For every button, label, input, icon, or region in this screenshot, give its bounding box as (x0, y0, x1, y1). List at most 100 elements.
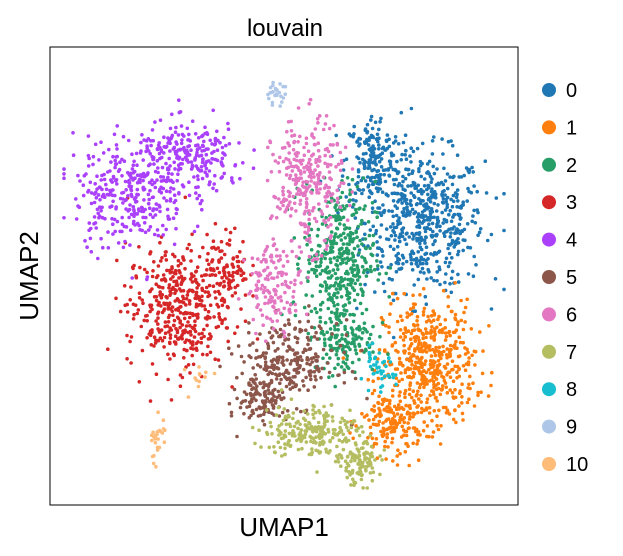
point-6 (322, 238, 327, 243)
point-4 (142, 198, 146, 202)
point-3 (214, 247, 218, 251)
point-2 (356, 244, 360, 248)
point-7 (336, 460, 341, 464)
point-4 (237, 141, 241, 145)
point-6 (310, 170, 315, 175)
point-0 (414, 259, 419, 264)
point-4 (136, 207, 141, 211)
point-6 (263, 285, 267, 290)
point-1 (437, 345, 442, 350)
point-6 (276, 271, 281, 275)
point-7 (338, 420, 343, 425)
point-2 (306, 270, 311, 274)
point-4 (131, 163, 136, 167)
point-4 (157, 151, 162, 156)
point-1 (371, 379, 376, 384)
point-1 (454, 339, 458, 344)
point-3 (212, 268, 216, 273)
point-2 (373, 179, 378, 184)
point-3 (165, 296, 169, 300)
point-4 (211, 186, 215, 191)
point-8 (380, 376, 384, 381)
point-4 (182, 145, 186, 150)
point-0 (373, 199, 377, 203)
point-4 (88, 236, 93, 241)
point-3 (160, 293, 165, 297)
point-0 (451, 175, 455, 180)
point-7 (302, 435, 307, 440)
point-5 (256, 391, 261, 396)
point-3 (195, 316, 200, 320)
point-1 (387, 401, 392, 406)
point-4 (176, 133, 181, 137)
point-1 (443, 338, 448, 342)
point-6 (278, 257, 283, 262)
point-3 (218, 281, 223, 286)
point-5 (295, 358, 300, 362)
point-4 (76, 204, 80, 208)
point-4 (113, 229, 117, 234)
point-4 (201, 133, 205, 138)
point-0 (405, 205, 409, 209)
point-6 (282, 335, 287, 339)
point-1 (454, 420, 458, 425)
point-4 (151, 215, 155, 219)
point-1 (392, 414, 397, 418)
point-7 (370, 466, 375, 470)
point-6 (306, 275, 310, 280)
point-3 (195, 348, 199, 353)
point-3 (197, 254, 202, 259)
point-0 (415, 236, 419, 241)
point-2 (368, 246, 372, 251)
point-1 (464, 362, 469, 366)
point-6 (268, 317, 273, 321)
point-1 (473, 363, 477, 367)
point-0 (377, 143, 381, 147)
point-3 (164, 250, 168, 254)
point-3 (162, 335, 167, 340)
point-0 (379, 165, 384, 169)
point-6 (325, 244, 330, 248)
point-3 (187, 315, 192, 320)
point-7 (356, 426, 361, 430)
point-7 (359, 424, 364, 429)
point-1 (414, 365, 418, 370)
point-3 (148, 252, 152, 256)
point-4 (226, 121, 230, 126)
point-6 (331, 143, 335, 147)
point-5 (227, 401, 232, 406)
point-6 (281, 189, 285, 194)
point-0 (396, 261, 401, 266)
point-1 (398, 335, 403, 339)
point-9 (271, 80, 275, 85)
point-5 (232, 387, 237, 392)
point-4 (196, 185, 200, 189)
point-1 (404, 330, 409, 334)
point-7 (296, 426, 300, 431)
point-1 (432, 318, 436, 323)
point-5 (261, 419, 265, 423)
point-2 (324, 289, 328, 293)
point-5 (275, 366, 280, 371)
point-3 (233, 285, 237, 290)
point-0 (446, 264, 451, 269)
point-3 (165, 324, 170, 328)
point-5 (277, 414, 282, 418)
point-1 (402, 291, 407, 296)
point-2 (333, 232, 338, 236)
point-5 (264, 383, 268, 388)
point-7 (344, 468, 348, 473)
point-3 (200, 286, 204, 291)
point-3 (163, 320, 168, 324)
legend-label-4: 4 (566, 230, 577, 252)
point-6 (258, 308, 263, 312)
point-1 (417, 397, 421, 401)
point-8 (390, 372, 395, 377)
point-1 (418, 293, 422, 297)
point-3 (125, 310, 130, 314)
point-1 (388, 398, 392, 403)
point-4 (197, 154, 202, 158)
point-1 (460, 401, 464, 405)
point-0 (429, 196, 433, 200)
point-5 (353, 376, 358, 381)
